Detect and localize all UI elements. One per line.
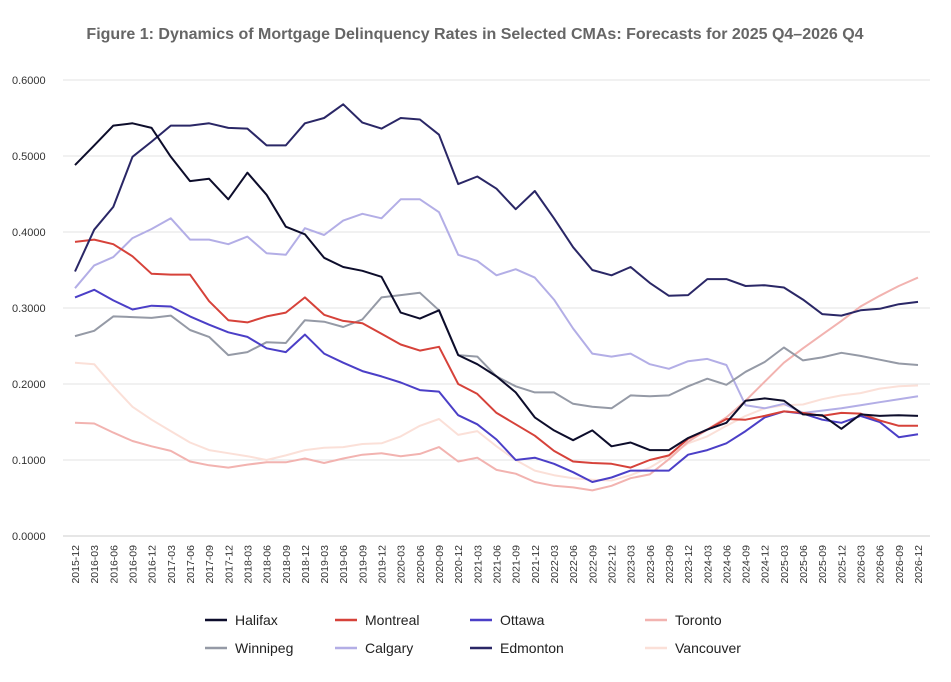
x-tick-label: 2017-03 <box>166 545 178 584</box>
x-tick-label: 2016-06 <box>108 545 120 584</box>
legend-label: Edmonton <box>500 640 564 656</box>
x-tick-label: 2021-06 <box>492 545 504 584</box>
x-tick-label: 2022-06 <box>568 545 580 584</box>
x-tick-label: 2018-03 <box>242 545 254 584</box>
x-tick-label: 2019-09 <box>357 545 369 584</box>
x-tick-label: 2023-06 <box>645 545 657 584</box>
x-tick-label: 2020-06 <box>415 545 427 584</box>
y-tick-label: 0.0000 <box>12 531 46 543</box>
x-tick-label: 2021-03 <box>472 545 484 584</box>
x-tick-label: 2023-12 <box>683 545 695 584</box>
x-tick-label: 2026-09 <box>894 545 906 584</box>
x-tick-label: 2025-12 <box>836 545 848 584</box>
y-tick-label: 0.4000 <box>12 227 46 239</box>
x-tick-label: 2020-12 <box>453 545 465 584</box>
x-tick-label: 2016-09 <box>127 545 139 584</box>
x-tick-label: 2026-12 <box>913 545 925 584</box>
x-tick-label: 2025-03 <box>779 545 791 584</box>
x-tick-label: 2018-09 <box>281 545 293 584</box>
x-tick-label: 2015-12 <box>70 545 82 584</box>
x-tick-label: 2018-12 <box>300 545 312 584</box>
y-tick-label: 0.5000 <box>12 151 46 163</box>
legend-label: Ottawa <box>500 612 545 628</box>
x-tick-label: 2017-09 <box>204 545 216 584</box>
legend-item-halifax: Halifax <box>205 612 278 628</box>
series-line-halifax <box>74 122 919 452</box>
x-tick-label: 2026-03 <box>856 545 868 584</box>
legend-item-winnipeg: Winnipeg <box>205 640 293 656</box>
x-tick-label: 2022-12 <box>606 545 618 584</box>
series-line-calgary <box>74 198 919 414</box>
x-tick-label: 2024-09 <box>741 545 753 584</box>
legend-item-ottawa: Ottawa <box>470 612 545 628</box>
x-tick-label: 2020-09 <box>434 545 446 584</box>
x-tick-label: 2020-03 <box>396 545 408 584</box>
chart-title: Figure 1: Dynamics of Mortgage Delinquen… <box>86 26 863 43</box>
x-tick-label: 2017-06 <box>185 545 197 584</box>
legend-item-montreal: Montreal <box>335 612 419 628</box>
legend-label: Toronto <box>675 612 722 628</box>
legend-label: Winnipeg <box>235 640 293 656</box>
x-tick-label: 2023-09 <box>664 545 676 584</box>
x-tick-label: 2024-03 <box>702 545 714 584</box>
x-tick-label: 2022-03 <box>549 545 561 584</box>
series-line-toronto <box>74 276 919 492</box>
x-tick-label: 2024-06 <box>721 545 733 584</box>
series-line-edmonton <box>74 103 919 317</box>
x-tick-label: 2022-09 <box>587 545 599 584</box>
series-line-ottawa <box>74 288 919 483</box>
y-tick-label: 0.3000 <box>12 303 46 315</box>
legend-item-vancouver: Vancouver <box>645 640 741 656</box>
x-tick-label: 2023-03 <box>626 545 638 584</box>
legend-label: Montreal <box>365 612 419 628</box>
x-tick-label: 2016-03 <box>89 545 101 584</box>
x-tick-label: 2016-12 <box>147 545 159 584</box>
legend-item-calgary: Calgary <box>335 640 413 656</box>
x-tick-label: 2021-09 <box>511 545 523 584</box>
x-tick-label: 2024-12 <box>760 545 772 584</box>
legend-label: Vancouver <box>675 640 741 656</box>
x-tick-label: 2019-03 <box>319 545 331 584</box>
x-tick-label: 2019-12 <box>377 545 389 584</box>
series-line-montreal <box>74 238 918 469</box>
legend-item-toronto: Toronto <box>645 612 722 628</box>
legend-label: Calgary <box>365 640 413 656</box>
x-tick-label: 2026-06 <box>875 545 887 584</box>
x-tick-label: 2018-06 <box>262 545 274 584</box>
y-tick-label: 0.2000 <box>12 379 46 391</box>
x-tick-label: 2025-09 <box>817 545 829 584</box>
x-tick-label: 2019-06 <box>338 545 350 584</box>
y-tick-label: 0.6000 <box>12 75 46 87</box>
x-tick-label: 2017-12 <box>223 545 235 584</box>
legend-label: Halifax <box>235 612 278 628</box>
x-tick-label: 2021-12 <box>530 545 542 584</box>
x-tick-label: 2025-06 <box>798 545 810 584</box>
legend-item-edmonton: Edmonton <box>470 640 564 656</box>
series-line-winnipeg <box>74 291 919 410</box>
y-tick-label: 0.1000 <box>12 455 46 467</box>
